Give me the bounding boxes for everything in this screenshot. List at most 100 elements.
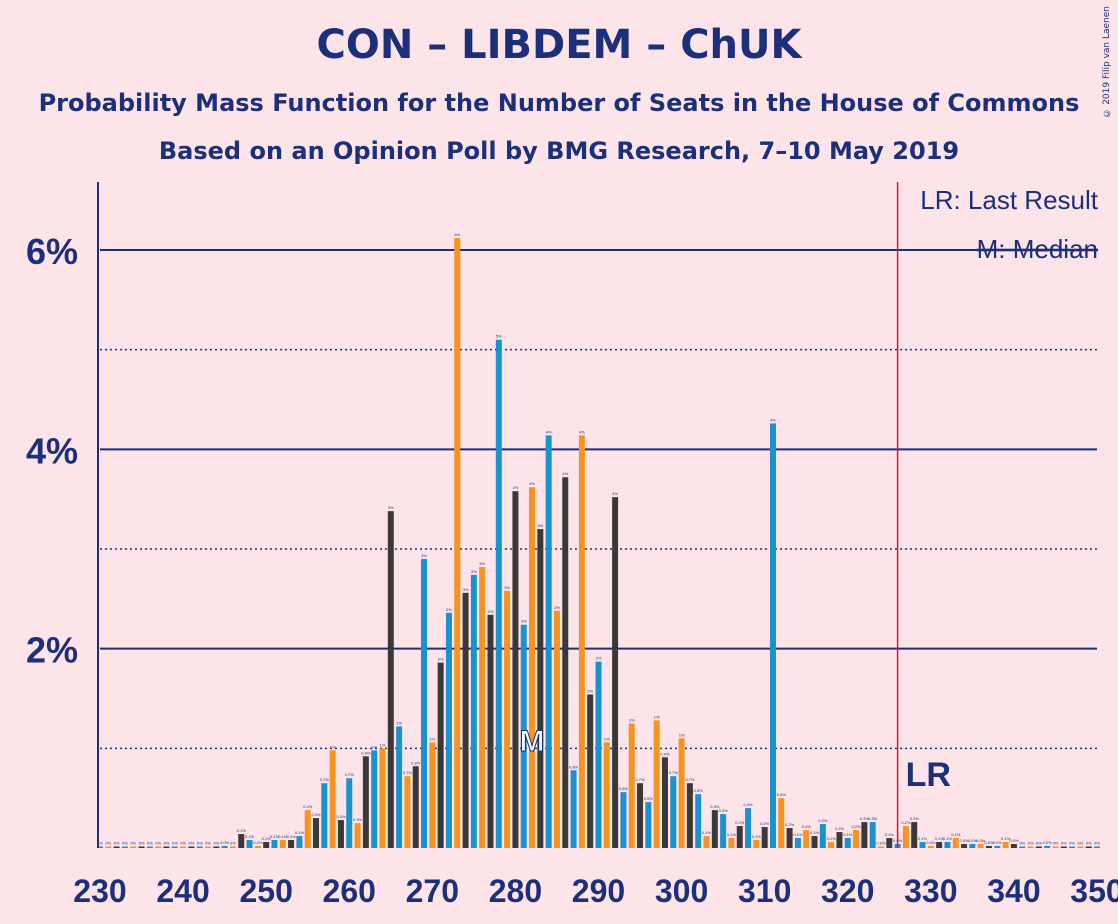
data-label-237: 0%	[155, 841, 161, 846]
bar-250	[263, 842, 270, 848]
data-label-328: 0.3%	[910, 816, 920, 821]
bar-350	[1094, 846, 1100, 848]
x-tick-label: 240	[156, 873, 209, 909]
data-label-313: 0.2%	[785, 822, 795, 827]
bar-322	[861, 822, 868, 848]
bar-257	[321, 783, 328, 848]
y-tick-label: 6%	[26, 231, 78, 272]
bar-260	[346, 778, 353, 848]
bar-268	[412, 766, 419, 848]
bar-241	[188, 846, 195, 848]
data-label-249: 0.0%	[253, 840, 263, 845]
overlay-markers: LR M	[519, 182, 951, 848]
data-label-346: 0%	[1061, 841, 1067, 846]
data-label-271: 2%	[438, 657, 444, 662]
data-label-310: 0.2%	[760, 821, 770, 826]
bar-302	[695, 794, 702, 848]
data-label-336: 0.0%	[976, 838, 986, 843]
data-label-273: 6%	[454, 232, 460, 237]
chart-title: CON – LIBDEM – ChUK	[316, 22, 802, 68]
data-label-239: 0%	[172, 841, 178, 846]
bar-299	[670, 776, 677, 848]
bar-258	[329, 750, 336, 848]
bar-282	[529, 487, 536, 848]
data-label-266: 1%	[396, 720, 402, 725]
bar-347	[1069, 846, 1076, 848]
data-label-303: 0.1%	[702, 830, 712, 835]
bar-300	[678, 738, 685, 848]
data-label-300: 1%	[679, 732, 685, 737]
legend-last-result: LR: Last Result	[920, 185, 1099, 215]
data-label-278: 5%	[496, 334, 502, 339]
bar-279	[504, 590, 511, 848]
x-tick-label: 270	[406, 873, 459, 909]
data-label-343: 0%	[1036, 841, 1042, 846]
bar-324	[877, 846, 884, 848]
data-label-280: 4%	[513, 485, 519, 490]
bar-237	[155, 846, 162, 848]
chart-subtitle-2: Based on an Opinion Poll by BMG Research…	[158, 137, 960, 165]
data-label-250: 0.1%	[262, 836, 272, 841]
bar-262	[362, 756, 369, 848]
data-label-255: 0.4%	[303, 804, 313, 809]
x-tick-label: 300	[655, 873, 708, 909]
bar-264	[379, 748, 386, 848]
data-label-288: 4%	[579, 429, 585, 434]
data-label-292: 4%	[612, 491, 618, 496]
bar-234	[130, 846, 137, 848]
data-label-314: 0.1%	[793, 832, 803, 837]
data-label-254: 0.1%	[295, 830, 305, 835]
data-label-293: 0.6%	[619, 786, 629, 791]
bar-267	[404, 776, 411, 848]
bar-240	[180, 846, 187, 848]
bar-242	[196, 846, 203, 848]
data-label-344: 0.0%	[1043, 840, 1053, 845]
bar-239	[171, 846, 178, 848]
data-label-327: 0.2%	[901, 820, 911, 825]
data-label-277: 2%	[488, 609, 494, 614]
bar-291	[603, 742, 610, 848]
data-label-234: 0%	[130, 841, 136, 846]
bar-290	[595, 661, 602, 848]
bar-327	[902, 826, 909, 848]
data-label-290: 2%	[596, 656, 602, 661]
bar-349	[1085, 846, 1092, 848]
data-label-261: 0.3%	[353, 817, 363, 822]
x-tick-label: 350	[1070, 873, 1118, 909]
bar-281	[520, 624, 527, 848]
data-label-294: 1%	[629, 717, 635, 722]
data-label-296: 0.5%	[644, 796, 654, 801]
bar-286	[562, 477, 569, 848]
bar-261	[354, 823, 361, 848]
bar-344	[1044, 846, 1051, 848]
data-label-349: 0%	[1086, 841, 1092, 846]
legend: LR: Last Result M: Median	[920, 185, 1099, 264]
data-label-322: 0.3%	[860, 816, 870, 821]
data-label-333: 0.1%	[951, 832, 961, 837]
bar-335	[969, 844, 976, 848]
data-label-262: 0.9%	[361, 750, 371, 755]
bar-series	[97, 238, 1100, 849]
data-label-348: 0%	[1077, 841, 1083, 846]
data-label-267: 0.7%	[403, 770, 413, 775]
data-label-264: 1%	[380, 742, 386, 747]
data-label-281: 2%	[521, 619, 527, 624]
bar-247	[238, 834, 245, 848]
data-label-318: 0.1%	[827, 836, 837, 841]
data-label-299: 0.7%	[669, 770, 679, 775]
data-label-241: 0%	[189, 841, 195, 846]
data-label-253: 0.1%	[287, 834, 297, 839]
bar-235	[138, 846, 145, 848]
bar-317	[819, 824, 826, 848]
data-label-235: 0%	[139, 841, 145, 846]
bar-312	[778, 798, 785, 848]
data-label-320: 0.1%	[843, 832, 853, 837]
data-label-236: 0%	[147, 841, 153, 846]
bar-249	[254, 846, 261, 848]
data-label-302: 0.5%	[694, 788, 704, 793]
bar-284	[545, 435, 552, 848]
data-label-337: 0.0%	[984, 840, 994, 845]
bar-274	[462, 592, 469, 848]
x-tick-label: 310	[738, 873, 791, 909]
